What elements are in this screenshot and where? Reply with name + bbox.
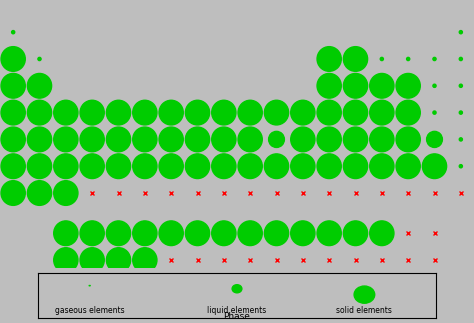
- Text: Phase: Phase: [224, 312, 250, 321]
- Circle shape: [159, 127, 183, 152]
- Circle shape: [459, 57, 463, 61]
- Ellipse shape: [354, 286, 375, 303]
- Circle shape: [433, 111, 436, 114]
- Circle shape: [396, 127, 420, 152]
- Circle shape: [317, 100, 341, 125]
- Circle shape: [238, 127, 262, 152]
- Circle shape: [133, 100, 157, 125]
- Circle shape: [185, 127, 210, 152]
- Circle shape: [80, 221, 104, 245]
- Circle shape: [269, 131, 284, 147]
- Circle shape: [407, 57, 410, 61]
- Circle shape: [80, 154, 104, 179]
- Circle shape: [238, 221, 262, 245]
- Circle shape: [54, 221, 78, 245]
- Circle shape: [106, 221, 131, 245]
- Circle shape: [459, 31, 463, 34]
- Circle shape: [396, 100, 420, 125]
- Circle shape: [185, 221, 210, 245]
- Circle shape: [238, 100, 262, 125]
- Circle shape: [27, 181, 52, 205]
- Circle shape: [106, 154, 131, 179]
- Circle shape: [54, 100, 78, 125]
- Circle shape: [1, 181, 25, 205]
- Circle shape: [459, 138, 463, 141]
- Circle shape: [317, 47, 341, 71]
- Circle shape: [291, 127, 315, 152]
- Circle shape: [212, 100, 236, 125]
- Circle shape: [54, 181, 78, 205]
- Circle shape: [106, 248, 131, 272]
- Circle shape: [427, 131, 442, 147]
- Circle shape: [291, 154, 315, 179]
- Circle shape: [1, 100, 25, 125]
- Circle shape: [27, 154, 52, 179]
- Circle shape: [459, 111, 463, 114]
- Circle shape: [54, 127, 78, 152]
- Circle shape: [370, 221, 394, 245]
- Circle shape: [27, 127, 52, 152]
- Circle shape: [343, 221, 368, 245]
- Circle shape: [80, 100, 104, 125]
- Circle shape: [291, 100, 315, 125]
- Circle shape: [1, 154, 25, 179]
- Circle shape: [238, 154, 262, 179]
- Circle shape: [159, 221, 183, 245]
- Circle shape: [343, 127, 368, 152]
- Circle shape: [1, 47, 25, 71]
- Circle shape: [133, 248, 157, 272]
- Circle shape: [459, 84, 463, 88]
- Circle shape: [106, 100, 131, 125]
- Circle shape: [433, 57, 436, 61]
- Circle shape: [422, 154, 447, 179]
- Circle shape: [264, 154, 289, 179]
- Circle shape: [343, 100, 368, 125]
- Text: solid elements: solid elements: [337, 306, 392, 315]
- Text: gaseous elements: gaseous elements: [55, 306, 125, 315]
- Circle shape: [264, 100, 289, 125]
- Circle shape: [459, 165, 463, 168]
- Circle shape: [317, 127, 341, 152]
- Circle shape: [1, 73, 25, 98]
- Circle shape: [380, 57, 383, 61]
- Circle shape: [317, 154, 341, 179]
- Circle shape: [159, 100, 183, 125]
- Circle shape: [27, 100, 52, 125]
- Circle shape: [54, 154, 78, 179]
- Circle shape: [396, 154, 420, 179]
- Ellipse shape: [232, 285, 242, 293]
- Circle shape: [185, 154, 210, 179]
- Circle shape: [80, 127, 104, 152]
- Circle shape: [185, 100, 210, 125]
- Circle shape: [1, 127, 25, 152]
- Circle shape: [317, 73, 341, 98]
- Circle shape: [317, 221, 341, 245]
- Circle shape: [433, 84, 436, 88]
- Circle shape: [11, 31, 15, 34]
- Circle shape: [38, 57, 41, 61]
- Circle shape: [133, 127, 157, 152]
- Circle shape: [370, 127, 394, 152]
- Circle shape: [343, 73, 368, 98]
- Circle shape: [291, 221, 315, 245]
- Text: liquid elements: liquid elements: [207, 306, 266, 315]
- Circle shape: [212, 154, 236, 179]
- Circle shape: [54, 248, 78, 272]
- Circle shape: [27, 73, 52, 98]
- Circle shape: [133, 154, 157, 179]
- Circle shape: [159, 154, 183, 179]
- Circle shape: [370, 100, 394, 125]
- Circle shape: [80, 248, 104, 272]
- Circle shape: [133, 221, 157, 245]
- Circle shape: [212, 221, 236, 245]
- Circle shape: [370, 154, 394, 179]
- Circle shape: [212, 127, 236, 152]
- Circle shape: [343, 47, 368, 71]
- Circle shape: [264, 221, 289, 245]
- Circle shape: [106, 127, 131, 152]
- Circle shape: [396, 73, 420, 98]
- Circle shape: [370, 73, 394, 98]
- Circle shape: [343, 154, 368, 179]
